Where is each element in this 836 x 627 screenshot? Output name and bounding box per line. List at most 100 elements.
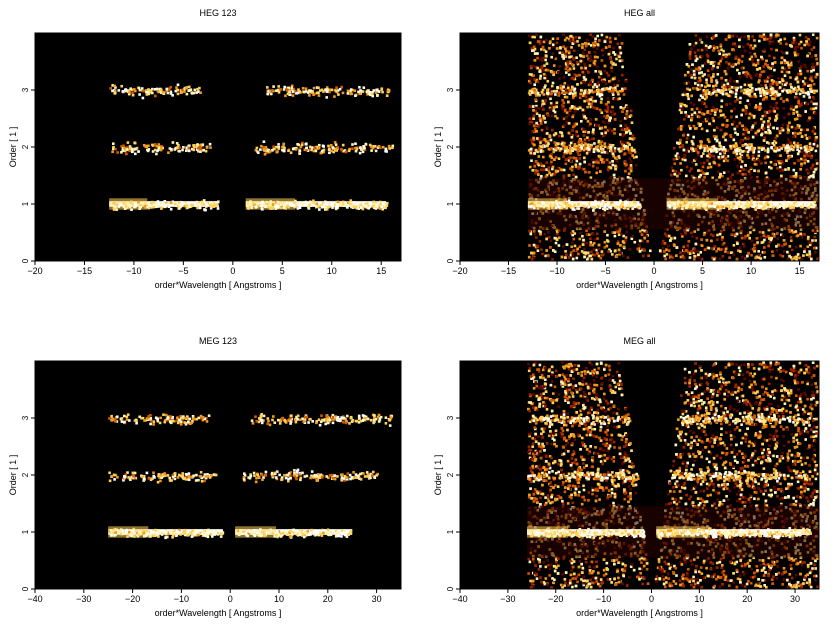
- heatmap-cell: [710, 37, 714, 40]
- heatmap-cell: [593, 83, 597, 86]
- heatmap-cell: [571, 230, 575, 233]
- heatmap-cell: [640, 233, 644, 236]
- heatmap-cell: [699, 108, 703, 112]
- heatmap-cell: [123, 149, 127, 153]
- heatmap-cell: [755, 104, 758, 107]
- heatmap-cell: [536, 56, 539, 60]
- heatmap-cell: [589, 105, 593, 109]
- heatmap-cell: [171, 94, 174, 97]
- heatmap-cell: [259, 148, 262, 151]
- heatmap-cell: [537, 229, 541, 233]
- heatmap-cell: [812, 175, 815, 179]
- heatmap-cell: [560, 131, 564, 135]
- heatmap-cell: [700, 112, 704, 115]
- heatmap-cell: [334, 143, 338, 146]
- heatmap-cell: [624, 123, 627, 127]
- heatmap-cell: [591, 164, 595, 168]
- heatmap-cell: [719, 128, 723, 132]
- heatmap-cell: [787, 156, 790, 160]
- heatmap-cell: [799, 40, 803, 44]
- y-tick-label: 1: [21, 201, 30, 206]
- heatmap-cell: [535, 78, 539, 82]
- heatmap-cell: [628, 248, 632, 251]
- heatmap-cell: [349, 89, 352, 93]
- heatmap-cell: [549, 239, 553, 242]
- heatmap-cell: [157, 146, 161, 149]
- heatmap-cell: [536, 137, 539, 140]
- heatmap-cell: [770, 237, 773, 240]
- heatmap-cell: [579, 231, 582, 235]
- heatmap-cell: [760, 70, 764, 74]
- heatmap-cell: [163, 202, 167, 206]
- heatmap-cell: [558, 65, 561, 68]
- heatmap-cell: [374, 91, 378, 94]
- heatmap-cell: [757, 104, 760, 107]
- heatmap-cell: [573, 105, 576, 109]
- heatmap-cell: [803, 152, 806, 155]
- heatmap-cell: [606, 129, 610, 132]
- heatmap-cell: [712, 160, 716, 164]
- heatmap-cell: [532, 130, 535, 133]
- heatmap-cell: [761, 231, 765, 234]
- heatmap-cell: [147, 144, 150, 148]
- heatmap-cell: [567, 256, 571, 259]
- heatmap-cell: [746, 154, 749, 157]
- heatmap-cell: [700, 140, 703, 144]
- heatmap-cell: [584, 170, 587, 174]
- heatmap-cell: [704, 105, 708, 108]
- heatmap-cell: [268, 150, 272, 153]
- heatmap-cell: [355, 202, 359, 206]
- heatmap-cell: [178, 201, 181, 204]
- heatmap-cell: [729, 77, 732, 80]
- heatmap-cell: [629, 114, 633, 117]
- heatmap-cell: [629, 169, 633, 173]
- x-tick-label: 10: [327, 266, 337, 276]
- heatmap-cell: [803, 248, 807, 251]
- heatmap-cell: [613, 132, 616, 135]
- heatmap-cell: [766, 80, 769, 83]
- heatmap-cell: [625, 163, 628, 166]
- heatmap-cell: [575, 130, 578, 133]
- heatmap-cell: [566, 60, 569, 64]
- heatmap-cell: [688, 124, 691, 128]
- heatmap-cell: [633, 150, 637, 154]
- heatmap-cell: [574, 175, 578, 179]
- heatmap-cell: [608, 127, 611, 131]
- heatmap-cell: [368, 143, 372, 147]
- heatmap-cell: [185, 92, 189, 96]
- heatmap-cell: [266, 202, 270, 206]
- heatmap-cell: [805, 42, 809, 46]
- heatmap-cell: [569, 60, 572, 64]
- heatmap-cell: [360, 148, 363, 151]
- heatmap-cell: [581, 234, 584, 238]
- heatmap-cell: [788, 230, 792, 233]
- heatmap-cell: [115, 208, 118, 211]
- heatmap-cell: [611, 109, 614, 113]
- heatmap-cell: [800, 164, 803, 168]
- heatmap-cell: [771, 40, 775, 43]
- heatmap-cell: [595, 248, 598, 252]
- heatmap-cell: [771, 232, 775, 236]
- heatmap-cell: [275, 89, 278, 92]
- heatmap-cell: [711, 117, 715, 120]
- heatmap-cell: [313, 146, 317, 150]
- heatmap-cell: [325, 201, 329, 204]
- heatmap-cell: [573, 232, 577, 235]
- heatmap-cell: [798, 256, 801, 260]
- heatmap-cell: [605, 158, 609, 162]
- heatmap-cell: [802, 84, 805, 88]
- heatmap-cell: [344, 202, 347, 205]
- heatmap-cell: [122, 144, 125, 148]
- heatmap-cell: [623, 162, 627, 166]
- heatmap-cell: [609, 50, 612, 54]
- heatmap-cell: [117, 205, 121, 208]
- heatmap-cell: [591, 158, 594, 162]
- heatmap-cell: [595, 160, 599, 164]
- heatmap-cell: [539, 122, 543, 125]
- heatmap-cell: [580, 120, 583, 123]
- heatmap-cell: [600, 97, 603, 101]
- heatmap-cell: [713, 113, 717, 116]
- heatmap-cell: [176, 83, 180, 87]
- heatmap-cell: [318, 208, 321, 211]
- heatmap-cell: [572, 67, 576, 70]
